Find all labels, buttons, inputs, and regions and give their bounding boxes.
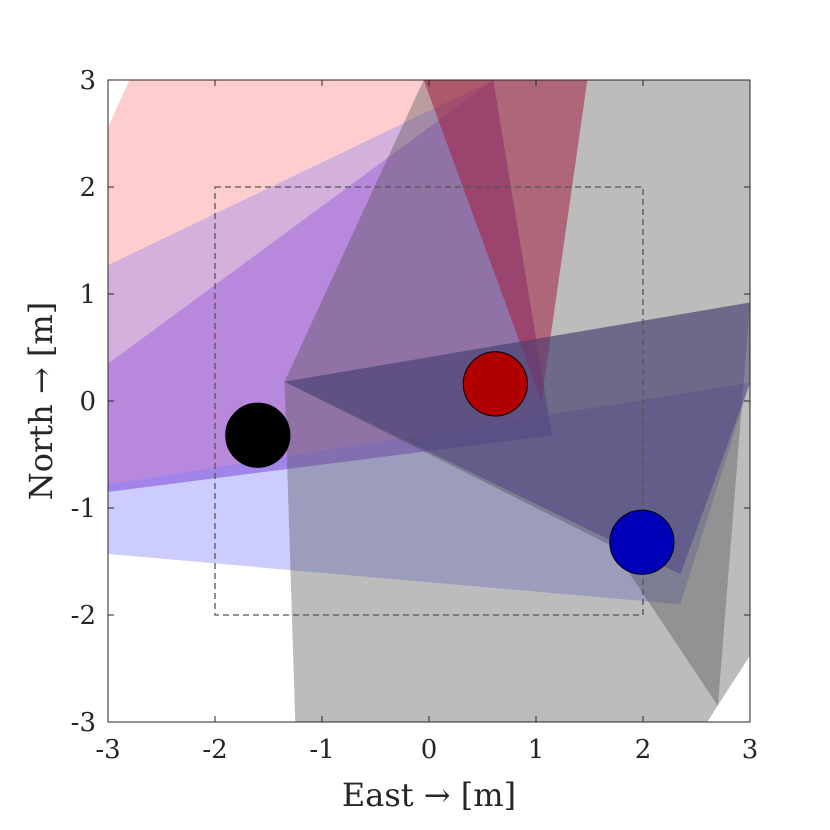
y-tick-label: 0 bbox=[79, 387, 96, 417]
y-axis-label: North → [m] bbox=[22, 302, 60, 501]
x-tick-label: 1 bbox=[528, 735, 545, 765]
coverage-region-7 bbox=[423, 80, 588, 401]
markers bbox=[225, 351, 675, 575]
y-tick-label: 3 bbox=[79, 66, 96, 96]
y-tick-label: 1 bbox=[79, 280, 96, 310]
x-tick-label: -3 bbox=[95, 735, 120, 765]
x-tick-label: 2 bbox=[635, 735, 652, 765]
coverage-region-8 bbox=[284, 302, 750, 575]
x-tick-label: -2 bbox=[202, 735, 227, 765]
x-tick-label: 0 bbox=[421, 735, 438, 765]
x-axis-label: East → [m] bbox=[342, 776, 516, 814]
marker-1 bbox=[225, 402, 291, 468]
coverage-regions bbox=[108, 80, 750, 722]
marker-2 bbox=[462, 351, 528, 417]
x-tick-label: -1 bbox=[309, 735, 334, 765]
y-tick-label: -2 bbox=[71, 601, 96, 631]
y-tick-label: -1 bbox=[71, 494, 96, 524]
y-tick-label: -3 bbox=[71, 708, 96, 738]
axis-ticks: -3 -2 -1 0 1 2 3 -3 -2 -1 0 1 2 3 bbox=[71, 66, 759, 765]
marker-3 bbox=[609, 509, 675, 575]
y-tick-label: 2 bbox=[79, 173, 96, 203]
x-tick-label: 3 bbox=[742, 735, 759, 765]
boundary-box bbox=[214, 186, 644, 616]
